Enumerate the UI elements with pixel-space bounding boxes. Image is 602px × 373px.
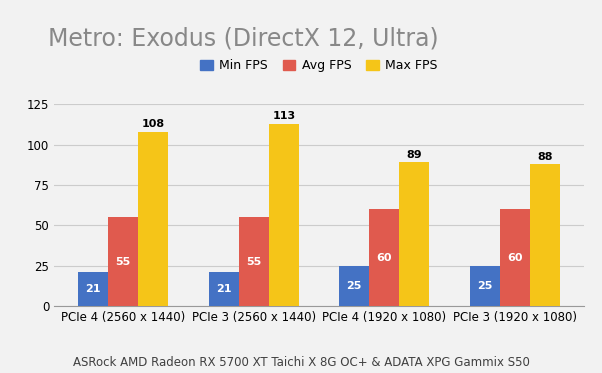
- Bar: [209, 272, 239, 306]
- Text: 108: 108: [141, 119, 165, 129]
- Bar: [369, 209, 399, 306]
- Text: 60: 60: [507, 253, 523, 263]
- Bar: [500, 209, 530, 306]
- Text: 60: 60: [377, 253, 392, 263]
- Bar: [239, 217, 269, 306]
- Bar: [530, 164, 560, 306]
- Text: 89: 89: [406, 150, 422, 160]
- Bar: [340, 266, 369, 306]
- Bar: [470, 266, 500, 306]
- Legend: Min FPS, Avg FPS, Max FPS: Min FPS, Avg FPS, Max FPS: [196, 54, 442, 77]
- Text: 88: 88: [537, 152, 553, 162]
- Text: 21: 21: [216, 284, 232, 294]
- Text: 21: 21: [85, 284, 101, 294]
- Bar: [399, 163, 429, 306]
- Text: 113: 113: [272, 112, 296, 121]
- Bar: [269, 124, 299, 306]
- Text: 55: 55: [246, 257, 261, 267]
- Text: Metro: Exodus (DirectX 12, Ultra): Metro: Exodus (DirectX 12, Ultra): [48, 26, 439, 50]
- Text: 25: 25: [477, 281, 492, 291]
- Text: ASRock AMD Radeon RX 5700 XT Taichi X 8G OC+ & ADATA XPG Gammix S50: ASRock AMD Radeon RX 5700 XT Taichi X 8G…: [73, 356, 529, 369]
- Bar: [108, 217, 138, 306]
- Bar: [78, 272, 108, 306]
- Text: 25: 25: [347, 281, 362, 291]
- Text: 55: 55: [116, 257, 131, 267]
- Bar: [138, 132, 169, 306]
